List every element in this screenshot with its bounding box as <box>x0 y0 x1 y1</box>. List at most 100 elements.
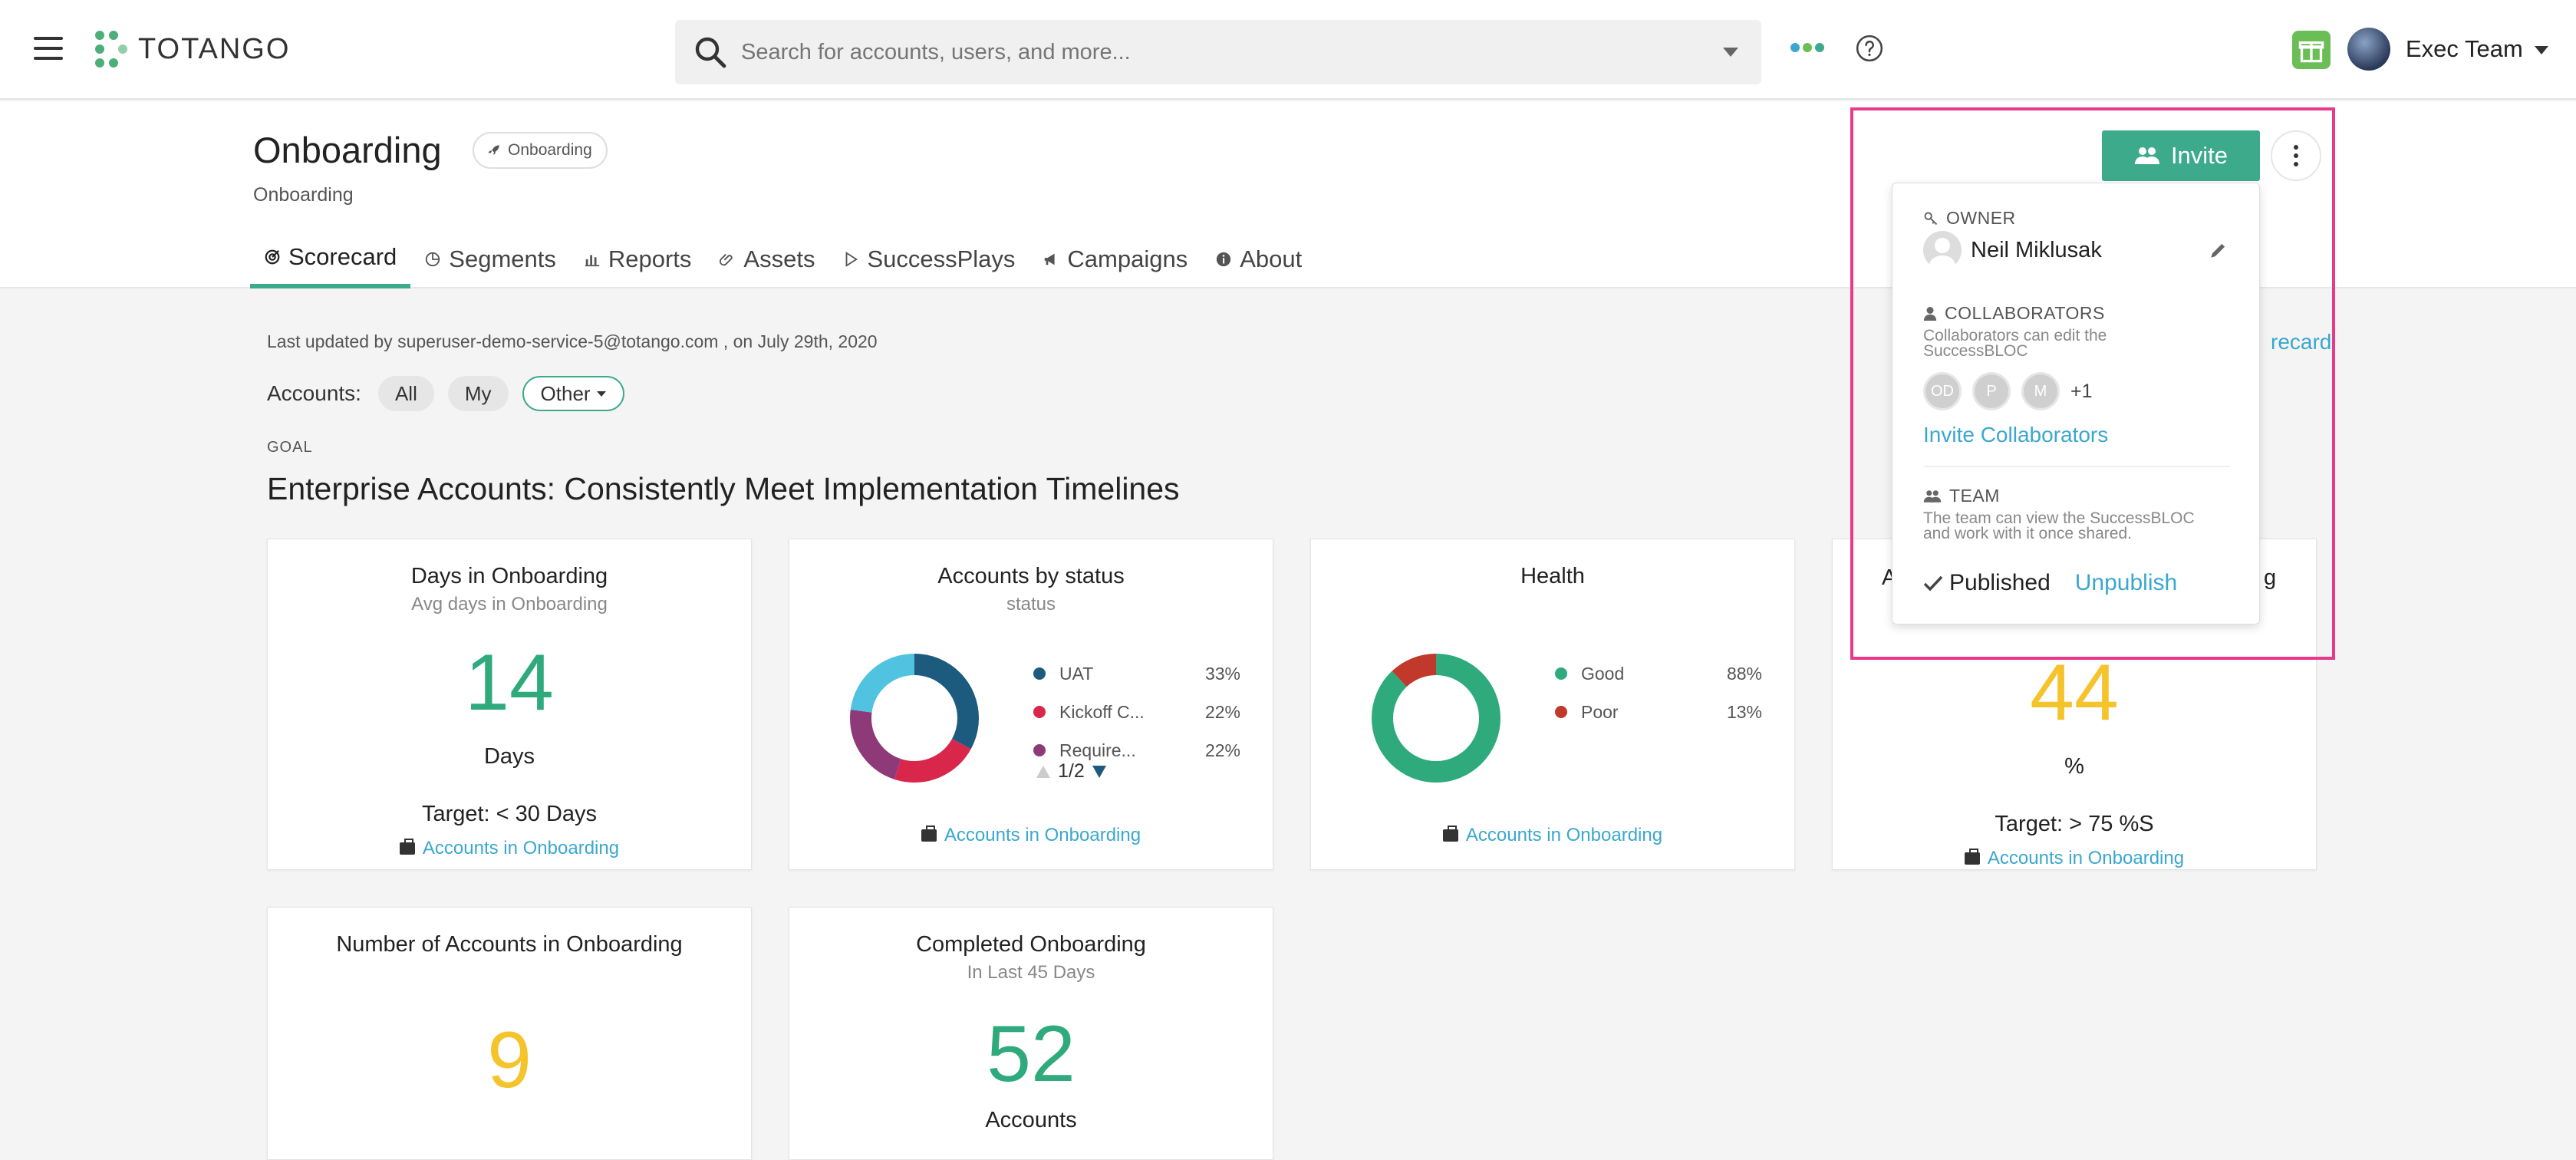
highlight-frame <box>1850 107 2335 660</box>
accounts-link[interactable]: Accounts in Onboarding <box>789 825 1273 846</box>
search-input[interactable] <box>741 39 1723 65</box>
published-label: Published <box>1949 570 2051 595</box>
more-collaborators-count[interactable]: +1 <box>2070 380 2093 402</box>
legend-pct: 22% <box>1204 701 1240 722</box>
owner-name: Neil Miklusak <box>1971 237 2102 262</box>
divider <box>1923 466 2230 467</box>
legend-pager: 1/2 <box>1035 760 1108 783</box>
checkmark-icon <box>1923 575 1943 592</box>
help-icon[interactable] <box>1855 34 1884 63</box>
more-options-icon[interactable] <box>2271 130 2321 181</box>
metric-value: 9 <box>487 1016 532 1105</box>
user-avatar[interactable] <box>2347 28 2390 71</box>
card-title: Number of Accounts in Onboarding <box>336 932 683 957</box>
metric-card-days-in-onboarding[interactable]: Days in Onboarding Avg days in Onboardin… <box>267 539 752 870</box>
metric-card-completed-onboarding[interactable]: Completed Onboarding In Last 45 Days 52 … <box>789 907 1273 1160</box>
tab-scorecard[interactable]: Scorecard <box>250 242 411 288</box>
card-title: Accounts by status <box>937 564 1125 588</box>
metric-card-accounts-by-status[interactable]: Accounts by status status UAT 33% Kickoff… <box>789 539 1273 870</box>
card-title-fragment-right: g <box>2264 565 2277 590</box>
published-status: Published <box>1923 570 2051 596</box>
card-subtitle: status <box>1006 594 1056 615</box>
link-label: Accounts in Onboarding <box>422 838 620 858</box>
metric-unit: % <box>2064 754 2084 779</box>
totango-logo[interactable]: TOTANGO <box>92 29 290 69</box>
bar-chart-icon <box>585 255 600 267</box>
accounts-link[interactable]: Accounts in Onboarding <box>268 838 751 859</box>
legend-row[interactable]: UAT 33% <box>1033 654 1240 693</box>
tab-assets[interactable]: Assets <box>705 242 828 288</box>
collaborators-section: COLLABORATORS Collaborators can edit the… <box>1923 303 2215 359</box>
donut-segment-kickoff <box>850 654 979 783</box>
menu-icon[interactable] <box>34 37 63 60</box>
scorecard-link[interactable]: recard <box>2271 330 2332 354</box>
metric-card-number-of-accounts[interactable]: Number of Accounts in Onboarding 9 <box>267 907 752 1160</box>
invite-label: Invite <box>2170 142 2228 169</box>
tab-about[interactable]: About <box>1201 242 1316 288</box>
rocket-icon <box>488 145 499 155</box>
legend-dot <box>1555 667 1567 680</box>
legend-row[interactable]: Good 88% <box>1555 654 1762 693</box>
metric-unit: Days <box>483 744 535 769</box>
card-subtitle: In Last 45 Days <box>967 962 1095 983</box>
accounts-link[interactable]: Accounts in Onboarding <box>1833 848 2316 869</box>
filter-other-chip[interactable]: Other <box>522 376 624 411</box>
legend-pct: 22% <box>1204 740 1240 760</box>
link-label: Accounts in Onboarding <box>1987 848 2185 868</box>
owner-label: OWNER <box>1946 208 2016 228</box>
tab-segments[interactable]: Segments <box>410 242 570 288</box>
metric-value: 44 <box>2030 648 2119 737</box>
tab-reports[interactable]: Reports <box>570 242 706 288</box>
tab-campaigns[interactable]: Campaigns <box>1029 242 1201 288</box>
collaborator-avatar[interactable]: OD <box>1923 372 1962 410</box>
pager-label: 1/2 <box>1058 760 1085 782</box>
metric-card-health[interactable]: Health Good 88% Poor 13% Accounts in Onboa… <box>1310 539 1795 870</box>
tab-label: Campaigns <box>1067 246 1188 272</box>
activity-dots-icon[interactable] <box>1790 43 1824 52</box>
invite-button[interactable]: Invite <box>2102 130 2260 181</box>
tab-label: Segments <box>449 246 556 272</box>
metric-target: Target: > 75 %S <box>1995 812 2154 836</box>
chip-label: Other <box>540 381 591 405</box>
team-icon <box>1923 489 1942 503</box>
pager-down-icon[interactable] <box>1091 764 1108 779</box>
edit-pencil-icon[interactable] <box>2209 240 2228 260</box>
briefcase-icon <box>1964 849 1980 865</box>
legend-pct: 33% <box>1204 663 1240 684</box>
collaborator-avatar[interactable]: P <box>1972 372 2011 410</box>
status-badge: Onboarding <box>473 132 608 169</box>
info-icon <box>1217 252 1231 267</box>
filter-all-chip[interactable]: All <box>377 376 434 411</box>
tab-label: Reports <box>608 246 692 272</box>
owner-section: OWNER <box>1923 208 2016 229</box>
chevron-down-icon[interactable] <box>2535 46 2548 54</box>
legend-row[interactable]: Kickoff C... 22% <box>1033 693 1240 731</box>
link-label: Accounts in Onboarding <box>1465 825 1663 845</box>
status-donut-chart[interactable] <box>849 653 980 783</box>
pager-up-icon[interactable] <box>1035 764 1052 779</box>
target-icon <box>265 249 280 265</box>
sharing-dropdown: OWNER Neil Miklusak COLLABORATORS Collab… <box>1892 183 2260 624</box>
donut-segment-good <box>1372 654 1500 783</box>
user-name[interactable]: Exec Team <box>2406 35 2523 62</box>
search-dropdown-caret-icon[interactable] <box>1723 48 1738 57</box>
invite-collaborators-link[interactable]: Invite Collaborators <box>1923 423 2109 447</box>
legend-row[interactable]: Require... 22% <box>1033 731 1240 769</box>
collaborator-avatars: OD P M +1 <box>1923 372 2093 410</box>
health-donut-chart[interactable] <box>1371 653 1501 783</box>
legend-row[interactable]: Poor 13% <box>1555 693 1762 731</box>
unpublish-link[interactable]: Unpublish <box>2074 570 2178 595</box>
collaborator-avatar[interactable]: M <box>2021 372 2060 410</box>
accounts-link[interactable]: Accounts in Onboarding <box>1311 825 1794 846</box>
global-search[interactable] <box>675 20 1761 84</box>
gift-icon[interactable] <box>2292 31 2331 69</box>
legend-name: Poor <box>1581 701 1619 722</box>
collaborators-description: Collaborators can edit the SuccessBLOC <box>1923 327 2107 360</box>
pie-icon <box>426 252 440 267</box>
accounts-filter: Accounts: All My Other <box>267 376 624 411</box>
badge-label: Onboarding <box>508 141 592 159</box>
filter-my-chip[interactable]: My <box>447 376 509 411</box>
legend-dot <box>1033 667 1046 680</box>
tab-successplays[interactable]: SuccessPlays <box>828 242 1029 288</box>
link-label: Accounts in Onboarding <box>944 825 1141 845</box>
